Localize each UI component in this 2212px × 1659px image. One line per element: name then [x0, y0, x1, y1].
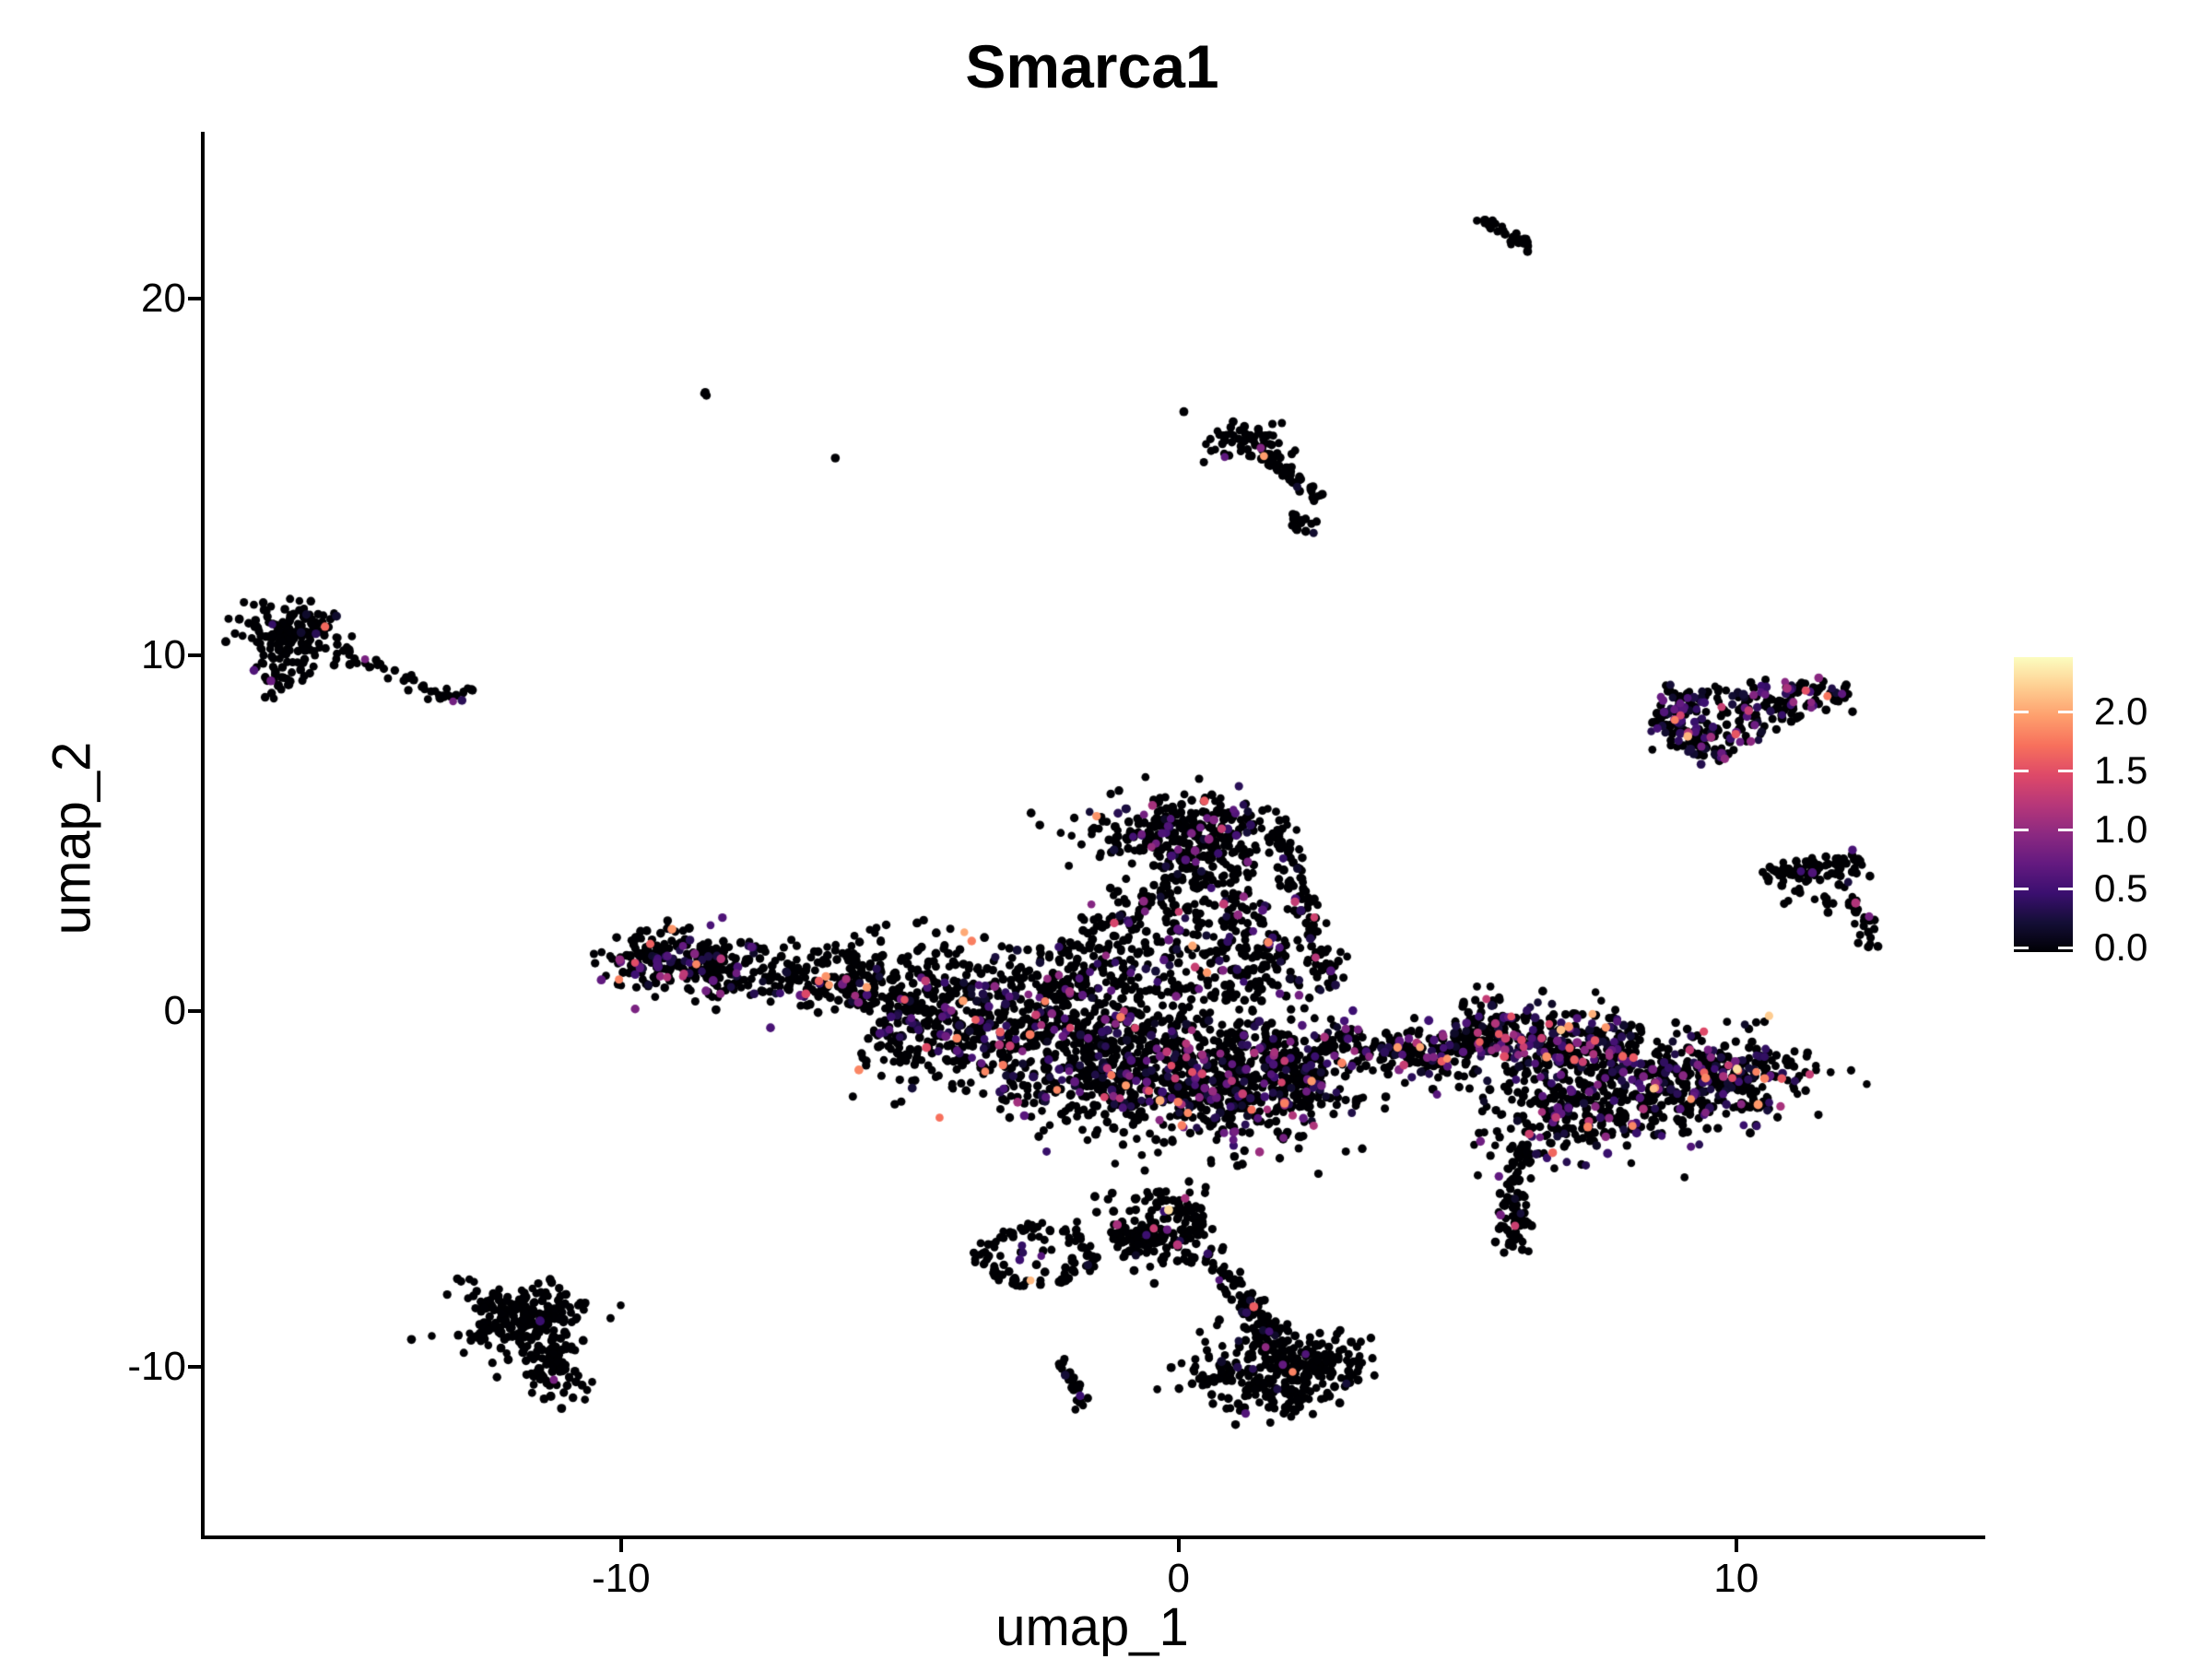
colorbar-tick-label: 0.0	[2094, 925, 2148, 969]
colorbar-tick-mark	[2058, 769, 2073, 772]
x-axis-title: umap_1	[995, 1597, 1189, 1657]
x-tick-mark	[1734, 1539, 1738, 1552]
colorbar-tick-mark	[2014, 710, 2029, 713]
expression-colorbar	[2014, 657, 2073, 952]
colorbar-tick-mark	[2058, 828, 2073, 831]
colorbar-tick-label: 2.0	[2094, 689, 2148, 733]
y-tick-label: 20	[141, 276, 186, 322]
y-tick-label: 10	[141, 631, 186, 677]
colorbar-tick-label: 1.5	[2094, 748, 2148, 792]
x-axis-line	[201, 1535, 1985, 1539]
x-tick-label: 10	[1713, 1556, 1759, 1601]
y-tick-label: 0	[163, 987, 186, 1033]
x-tick-label: 0	[1167, 1556, 1190, 1601]
x-tick-label: -10	[591, 1556, 651, 1601]
colorbar-tick-mark	[2014, 887, 2029, 890]
colorbar-tick-mark	[2058, 887, 2073, 890]
colorbar-tick-label: 1.0	[2094, 807, 2148, 851]
y-tick-label: -10	[127, 1343, 186, 1389]
colorbar-tick-mark	[2014, 769, 2029, 772]
x-tick-mark	[1176, 1539, 1181, 1552]
y-tick-mark	[188, 1364, 201, 1369]
y-tick-mark	[188, 297, 201, 301]
y-axis-line	[201, 132, 205, 1539]
y-axis-title: umap_2	[41, 741, 102, 935]
x-tick-mark	[618, 1539, 623, 1552]
y-tick-mark	[188, 1008, 201, 1013]
colorbar-gradient	[2014, 657, 2073, 952]
colorbar-tick-mark	[2014, 946, 2029, 949]
plot-title: Smarca1	[965, 32, 1219, 100]
colorbar-tick-label: 0.5	[2094, 866, 2148, 910]
y-tick-mark	[188, 653, 201, 657]
colorbar-tick-mark	[2058, 710, 2073, 713]
umap-scatter-canvas	[203, 132, 1982, 1537]
colorbar-tick-mark	[2058, 946, 2073, 949]
colorbar-tick-mark	[2014, 828, 2029, 831]
